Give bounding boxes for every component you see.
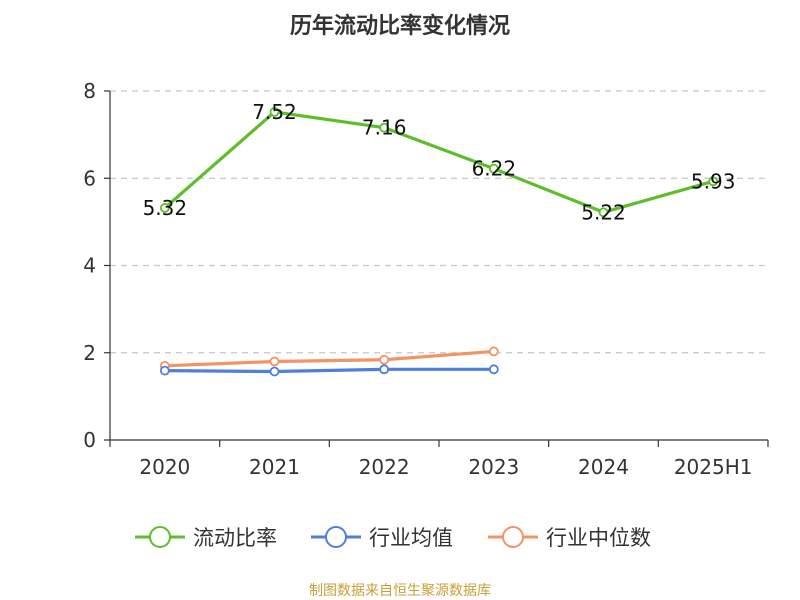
legend-label: 流动比率 [193,526,277,550]
data-point [379,122,390,133]
data-point [269,366,280,377]
series-line [163,349,496,368]
data-label: 5.32 [143,196,188,220]
x-tick-label: 2020 [139,455,190,479]
x-tick-label: 2025H1 [674,455,753,479]
legend: 流动比率 行业均值 行业中位数 [135,526,651,550]
legend-item-2: 行业中位数 [488,526,651,550]
data-point [159,203,170,213]
chart-title: 历年流动比率变化情况 [290,13,510,39]
y-tick-label: 4 [83,254,96,278]
data-label: 5.22 [581,200,626,224]
legend-item-0: 流动比率 [135,526,277,550]
x-tick-label: 2022 [359,455,410,479]
data-label: 7.52 [252,100,297,124]
data-point [488,346,499,357]
x-tick-label: 2023 [468,455,519,479]
data-label: 5.93 [691,169,736,193]
data-point [269,356,280,367]
source-note: 制图数据来自恒生聚源数据库 [309,583,491,599]
data-point [708,176,719,187]
x-tick-label: 2024 [578,455,629,479]
data-point [159,365,170,376]
data-point [488,364,499,375]
legend-label: 行业中位数 [546,526,651,550]
data-label: 7.16 [362,116,407,140]
y-tick-label: 0 [83,428,96,452]
data-point [269,107,280,117]
series-2 [159,346,499,371]
series-0: 5.32 7.52 7.16 6.22 5.22 5.93 [143,100,736,224]
axes: 0 2 4 6 8 2020 2021 2022 2023 2024 2025H1 [83,79,769,479]
series-line [163,110,715,214]
legend-marker [502,526,524,548]
data-point [379,354,390,365]
data-label: 6.22 [472,157,517,181]
legend-item-1: 行业均值 [311,526,453,550]
series-1 [159,364,499,377]
series-line [163,367,496,374]
data-point [598,207,609,218]
y-tick-label: 6 [83,166,96,190]
data-point [379,364,390,375]
legend-label: 行业均值 [369,526,453,550]
data-point [488,163,499,174]
y-tick-label: 8 [83,79,96,103]
legend-marker [149,526,171,548]
y-tick-label: 2 [83,341,96,365]
grid-lines [110,90,768,354]
x-tick-label: 2021 [249,455,300,479]
series-layer: 5.32 7.52 7.16 6.22 5.22 5.93 [143,100,736,377]
legend-marker [325,526,347,548]
